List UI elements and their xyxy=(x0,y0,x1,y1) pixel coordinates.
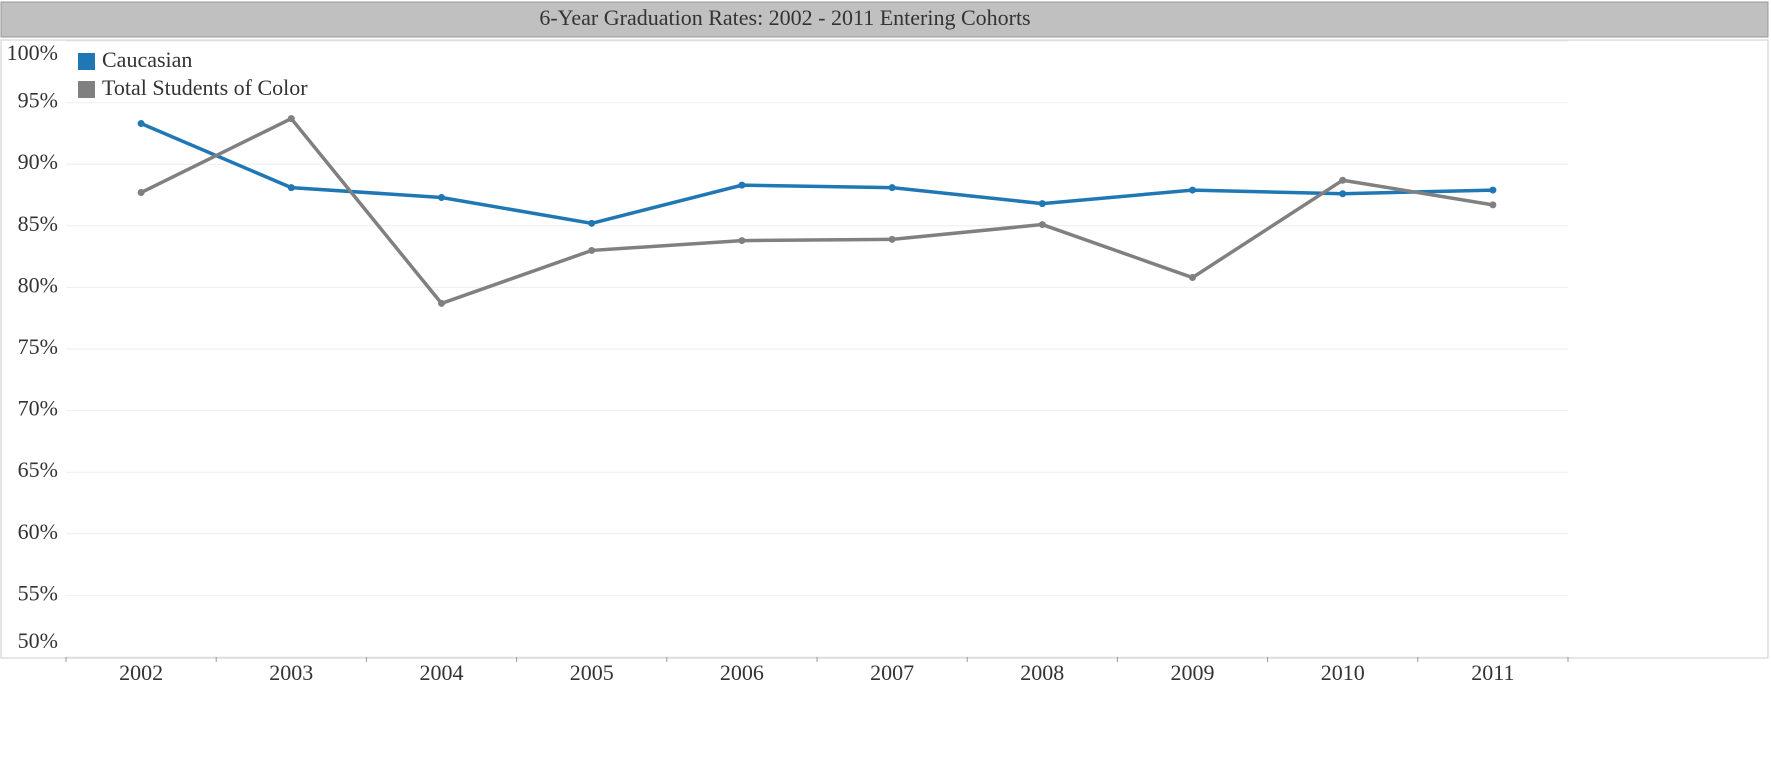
data-point xyxy=(588,246,596,254)
plot-frame xyxy=(0,39,1769,659)
x-tick-label: 2008 xyxy=(1020,660,1064,685)
y-tick-label: 100% xyxy=(7,40,58,65)
data-point xyxy=(438,193,445,201)
y-tick-label: 70% xyxy=(18,396,58,421)
series-line xyxy=(140,121,1493,226)
y-tick-label: 60% xyxy=(18,519,58,544)
y-tick-label: 75% xyxy=(18,334,58,359)
legend-swatch xyxy=(78,53,95,70)
data-point xyxy=(1489,186,1497,194)
data-point xyxy=(438,299,445,307)
legend-label: Total Students of Color xyxy=(102,75,308,100)
x-tick-label: 2011 xyxy=(1471,660,1514,685)
x-tick-label: 2005 xyxy=(570,660,614,685)
legend-swatch xyxy=(78,81,95,98)
x-tick-label: 2002 xyxy=(119,660,163,685)
y-tick-label: 90% xyxy=(18,149,58,174)
x-tick-label: 2003 xyxy=(269,660,313,685)
y-tick-label: 80% xyxy=(18,272,58,297)
data-point xyxy=(1038,221,1046,229)
data-point xyxy=(1489,201,1497,209)
x-tick-label: 2007 xyxy=(870,660,914,685)
x-tick-label: 2010 xyxy=(1321,660,1365,685)
data-point xyxy=(888,184,896,192)
y-tick-label: 85% xyxy=(18,211,58,236)
chart-title: 6-Year Graduation Rates: 2002 - 2011 Ent… xyxy=(539,5,1030,30)
data-point xyxy=(1189,274,1196,282)
y-tick-label: 95% xyxy=(18,88,58,113)
data-point xyxy=(1189,186,1196,194)
x-tick-label: 2009 xyxy=(1171,660,1215,685)
data-point xyxy=(137,189,145,197)
y-tick-label: 65% xyxy=(18,457,58,482)
legend-label: Caucasian xyxy=(102,47,192,72)
data-point xyxy=(137,120,145,128)
data-point xyxy=(287,184,295,192)
data-point xyxy=(588,219,596,227)
y-tick-label: 50% xyxy=(18,628,58,653)
data-point xyxy=(287,115,295,123)
series-line xyxy=(140,116,1494,306)
x-tick-label: 2004 xyxy=(420,660,464,685)
data-point xyxy=(1339,176,1347,184)
data-point xyxy=(1339,190,1347,198)
x-tick-label: 2006 xyxy=(720,660,764,685)
data-point xyxy=(888,235,896,243)
data-point xyxy=(738,237,746,245)
data-point xyxy=(1038,200,1046,208)
y-tick-label: 55% xyxy=(18,580,58,605)
data-point xyxy=(738,181,746,189)
title-bar xyxy=(0,1,1769,38)
